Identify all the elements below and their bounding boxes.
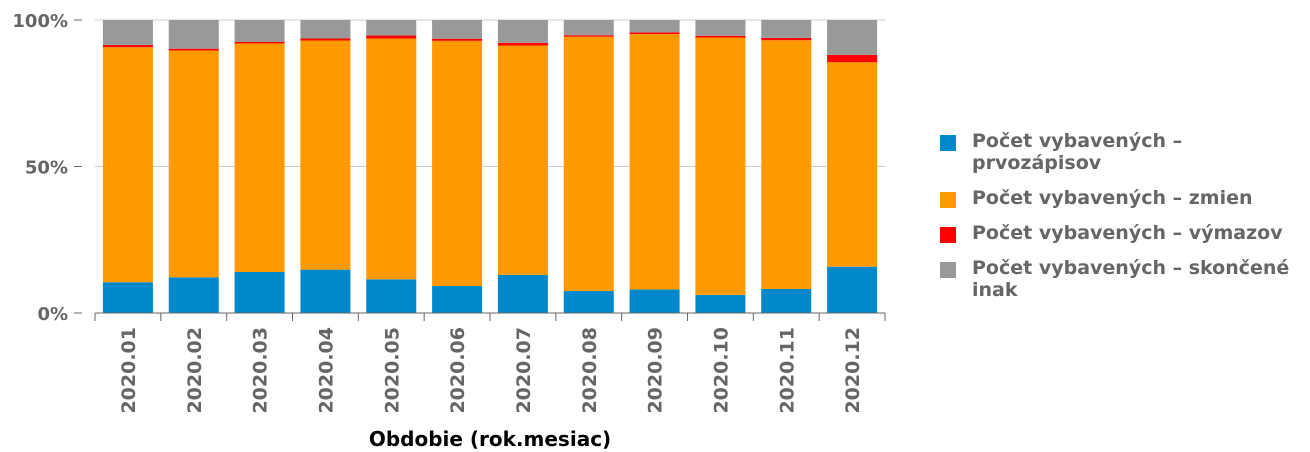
bar-segment-4-2020.12 — [827, 20, 878, 55]
x-tick-label: 2020.12 — [842, 327, 864, 414]
y-tick-label: 50% — [25, 158, 68, 179]
stacked-bar-chart: 0%50%100% 2020.01 2020.02 2020.03 2020.04 20… — [12, 11, 886, 451]
x-tick-label: 2020.11 — [776, 327, 798, 414]
bar-segment-2-2020.01 — [102, 47, 153, 283]
legend-swatch — [940, 262, 956, 278]
gridlines — [95, 19, 885, 167]
bar-segment-3-2020.06 — [432, 38, 483, 41]
legend-swatch — [940, 192, 956, 208]
x-tick-label: 2020.04 — [315, 327, 337, 414]
bar-segment-2-2020.08 — [563, 36, 614, 292]
legend-label: Počet vybavených – zmien — [972, 187, 1253, 209]
bar-segment-2-2020.11 — [761, 40, 812, 289]
x-tick-label: 2020.09 — [645, 327, 667, 414]
x-tick-label: 2020.03 — [250, 327, 272, 414]
bar-segment-3-2020.04 — [300, 38, 351, 41]
bar-segment-2-2020.09 — [629, 34, 680, 290]
bar-segment-4-2020.01 — [102, 20, 153, 45]
bar-segment-1-2020.10 — [695, 294, 746, 313]
bar-segment-1-2020.09 — [629, 289, 680, 313]
bar-segment-1-2020.11 — [761, 288, 812, 313]
axes — [74, 19, 886, 321]
legend-item-1[interactable]: Počet vybavených – prvozápisov — [940, 130, 1310, 174]
bar-segment-4-2020.03 — [234, 20, 285, 42]
bar-segment-4-2020.11 — [761, 20, 812, 38]
bar-segment-4-2020.02 — [168, 20, 219, 49]
bar-segment-1-2020.07 — [497, 274, 548, 313]
bar-segment-3-2020.09 — [629, 32, 680, 35]
bar-segment-3-2020.05 — [366, 35, 417, 39]
x-tick-label: 2020.10 — [710, 327, 732, 414]
bar-segment-4-2020.05 — [366, 20, 417, 36]
bar-segment-1-2020.04 — [300, 269, 351, 313]
bar-segment-2-2020.12 — [827, 62, 878, 267]
bar-segment-4-2020.07 — [497, 20, 548, 43]
bar-segment-2-2020.07 — [497, 45, 548, 275]
legend-swatch — [940, 135, 956, 151]
bar-segment-4-2020.09 — [629, 20, 680, 33]
bar-segment-1-2020.12 — [827, 266, 878, 313]
x-tick-label: 2020.02 — [184, 327, 206, 414]
legend: Počet vybavených – prvozápisov Počet vyba… — [940, 130, 1310, 314]
bar-segment-2-2020.10 — [695, 37, 746, 295]
bar-segment-3-2020.07 — [497, 42, 548, 46]
bar-segment-3-2020.12 — [827, 54, 878, 63]
legend-label: Počet vybavených – skončené inak — [972, 257, 1290, 301]
bar-segment-3-2020.02 — [168, 48, 219, 51]
bar-segment-1-2020.08 — [563, 291, 614, 313]
y-tick-label: 0% — [37, 304, 68, 325]
bar-segment-2-2020.04 — [300, 40, 351, 270]
bar-segment-1-2020.01 — [102, 282, 153, 313]
bar-segment-2-2020.02 — [168, 50, 219, 278]
bar-segment-3-2020.01 — [102, 44, 153, 48]
bar-segment-1-2020.06 — [432, 286, 483, 313]
y-tick-labels: 0% 50% 100% — [12, 11, 68, 325]
bar-segment-3-2020.10 — [695, 35, 746, 38]
bar-segment-2-2020.03 — [234, 43, 285, 272]
bar-segment-4-2020.06 — [432, 20, 483, 39]
x-tick-label: 2020.06 — [447, 327, 469, 414]
bar-segment-3-2020.08 — [563, 35, 614, 37]
bar-segment-4-2020.08 — [563, 20, 614, 36]
bar-segment-3-2020.03 — [234, 41, 285, 44]
bar-segment-2-2020.05 — [366, 38, 417, 280]
bars — [102, 20, 878, 313]
bar-segment-2-2020.06 — [432, 40, 483, 287]
x-axis-title: Obdobie (rok.mesiac) — [369, 427, 611, 451]
legend-item-4[interactable]: Počet vybavených – skončené inak — [940, 257, 1310, 301]
y-tick-label: 100% — [12, 11, 68, 32]
legend-item-2[interactable]: Počet vybavených – zmien — [940, 187, 1310, 209]
bar-segment-4-2020.04 — [300, 20, 351, 39]
legend-item-3[interactable]: Počet vybavených – výmazov — [940, 222, 1310, 244]
x-tick-label: 2020.07 — [513, 327, 535, 414]
bar-segment-1-2020.02 — [168, 277, 219, 313]
bar-segment-3-2020.11 — [761, 37, 812, 41]
legend-label: Počet vybavených – výmazov — [972, 222, 1283, 244]
x-tick-label: 2020.05 — [381, 327, 403, 414]
x-tick-label: 2020.08 — [579, 327, 601, 414]
legend-swatch — [940, 227, 956, 243]
x-tick-labels: 2020.01 2020.02 2020.03 2020.04 2020.05 2020.… — [118, 327, 864, 414]
bar-segment-4-2020.10 — [695, 20, 746, 36]
legend-label: Počet vybavených – prvozápisov — [972, 130, 1183, 174]
x-tick-label: 2020.01 — [118, 327, 140, 414]
bar-segment-1-2020.03 — [234, 271, 285, 313]
bar-segment-1-2020.05 — [366, 279, 417, 313]
